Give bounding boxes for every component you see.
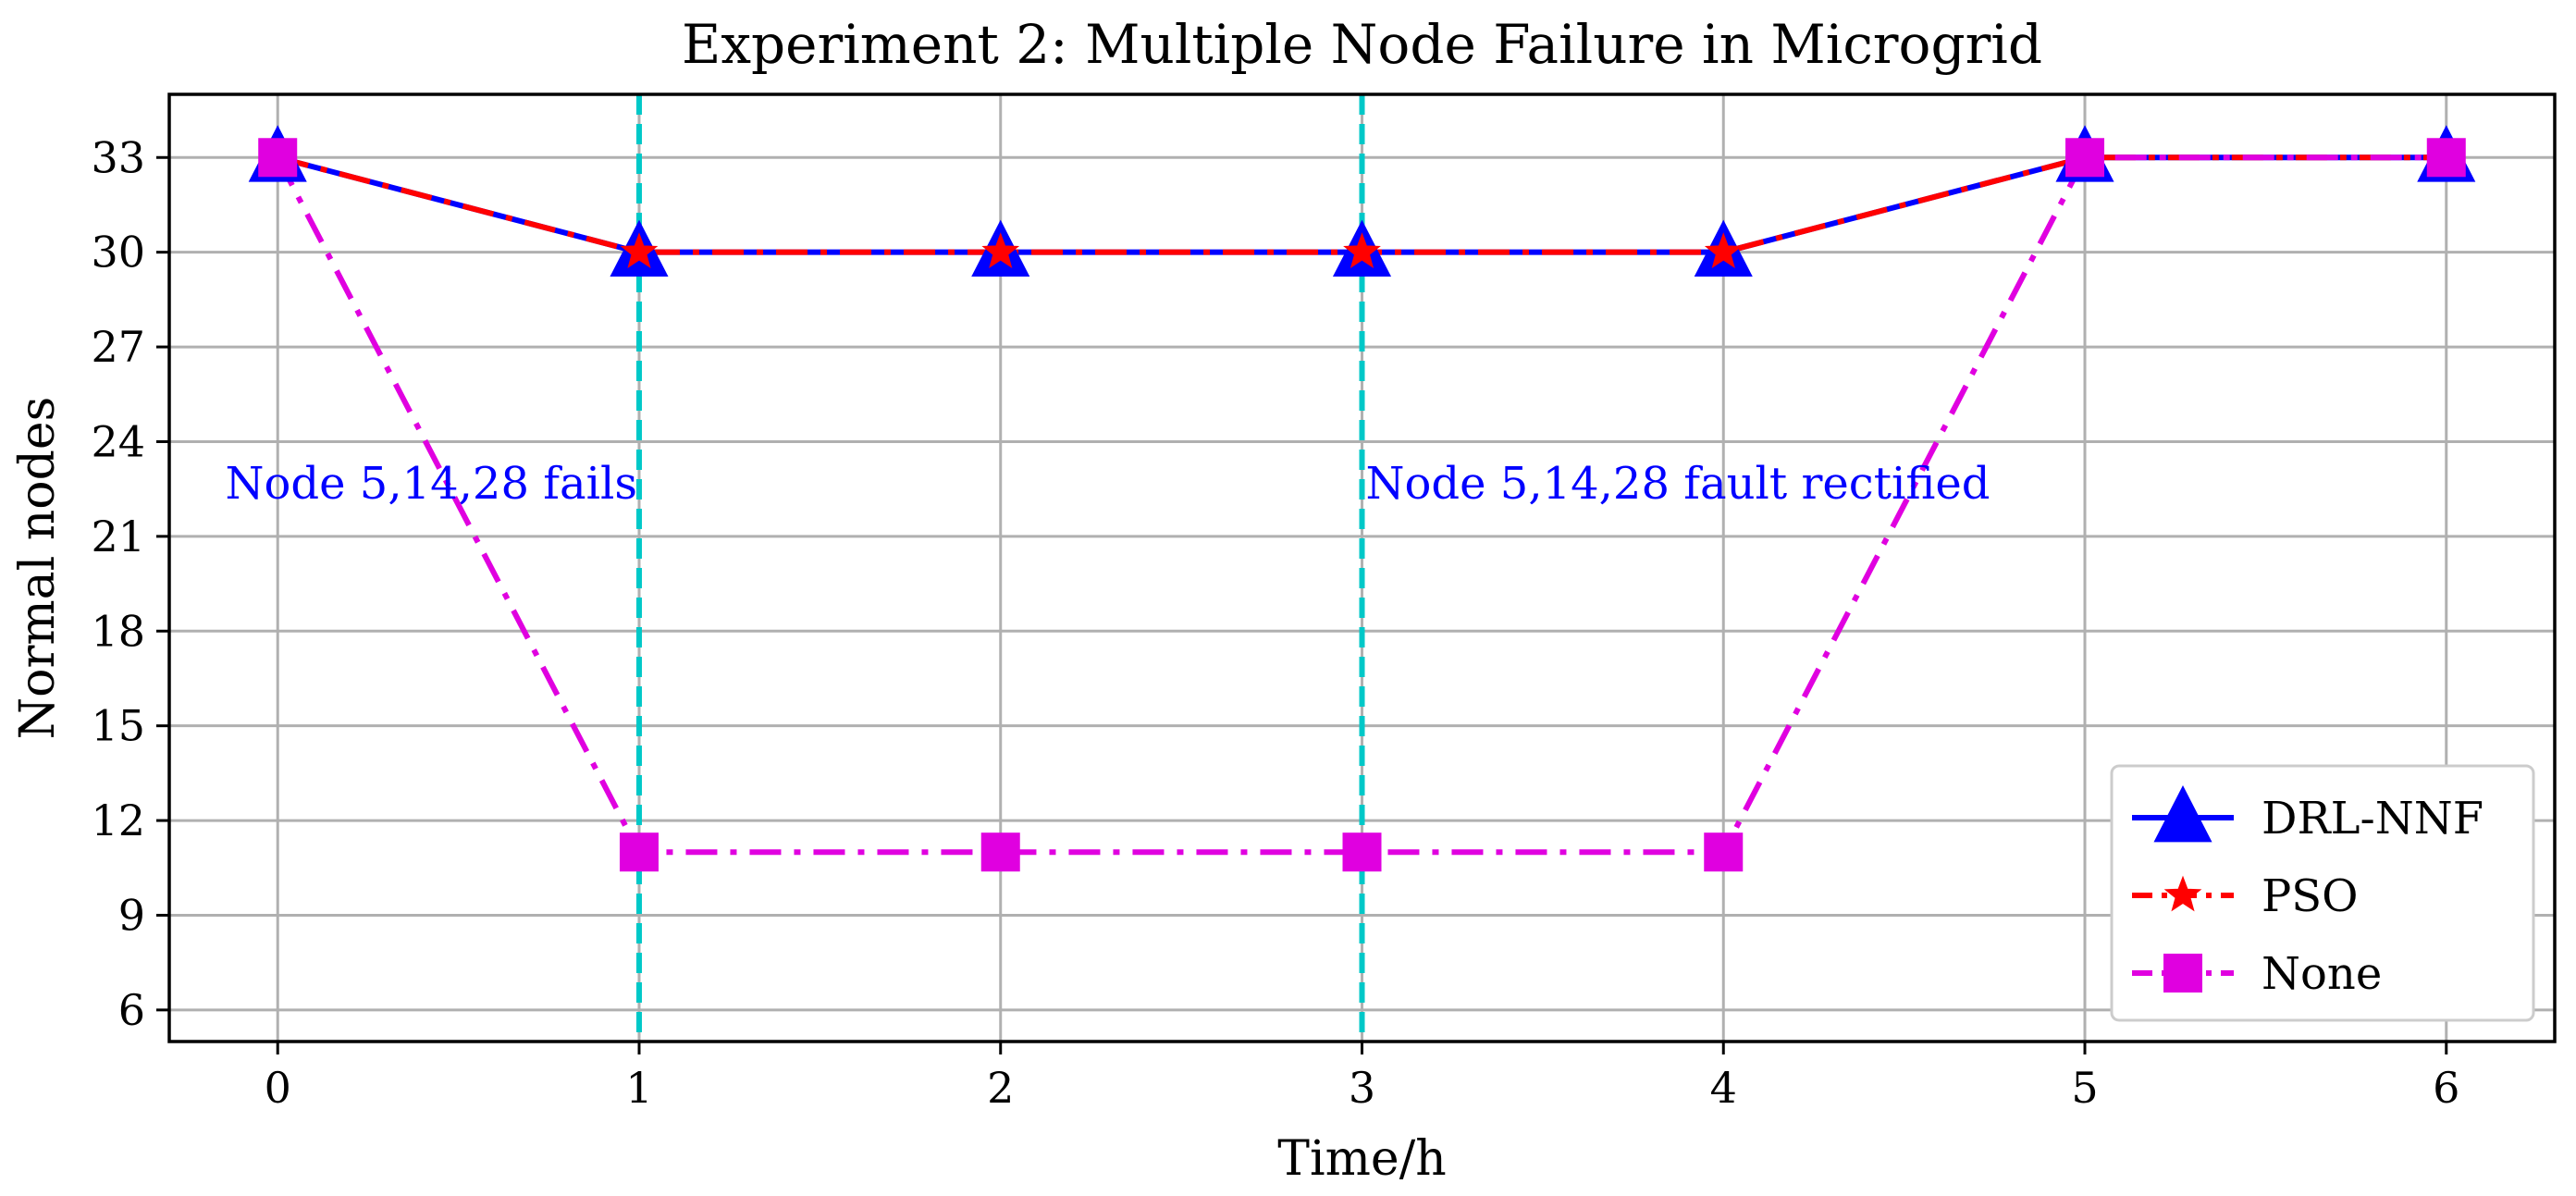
legend-label: DRL-NNF [2262, 793, 2484, 845]
x-tick-label: 3 [1349, 1063, 1375, 1113]
annotations: Node 5,14,28 fails Node 5,14,28 fault rec… [226, 458, 1991, 510]
y-tick-label: 15 [91, 701, 145, 751]
data-point-pso [1343, 232, 1381, 269]
legend: DRL-NNF PSO None [2110, 764, 2535, 1022]
x-tick-label: 5 [2071, 1063, 2098, 1113]
legend-box [2110, 764, 2535, 1022]
data-point-none [619, 832, 659, 872]
series-markers [248, 125, 2476, 872]
legend-marker-none [2163, 954, 2202, 993]
x-tick-label: 2 [987, 1063, 1014, 1113]
legend-label: None [2262, 948, 2382, 1000]
y-tick-label: 24 [91, 416, 145, 466]
data-point-none [2065, 138, 2105, 178]
y-axis-title: Normal nodes [10, 397, 66, 740]
chart-title: Experiment 2: Multiple Node Failure in M… [682, 13, 2042, 76]
y-tick-label: 9 [118, 890, 145, 940]
legend-marker-drl-nnf [2153, 785, 2212, 843]
data-point-none [1704, 832, 1744, 872]
y-tick-label: 12 [91, 795, 145, 845]
data-point-none [258, 138, 298, 178]
annotation-label: Node 5,14,28 fails [226, 458, 637, 510]
x-axis-title: Time/h [1277, 1131, 1446, 1187]
x-tick-label: 6 [2433, 1063, 2459, 1113]
x-tick-label: 0 [265, 1063, 291, 1113]
annotation-label: Node 5,14,28 fault rectified [1366, 458, 1991, 510]
legend-label: PSO [2262, 870, 2359, 922]
y-tick-label: 27 [91, 322, 145, 372]
data-point-pso [981, 232, 1020, 269]
data-point-pso [1704, 232, 1743, 269]
legend-marker-pso [2163, 875, 2202, 912]
y-tick-label: 30 [91, 228, 145, 277]
y-tick-label: 21 [91, 512, 145, 561]
data-point-none [1342, 832, 1382, 872]
data-point-none [980, 832, 1020, 872]
x-tick-label: 4 [1710, 1063, 1737, 1113]
data-point-none [2426, 138, 2466, 178]
x-tick-label: 1 [625, 1063, 652, 1113]
y-tick-label: 33 [91, 132, 145, 182]
y-tick-label: 6 [118, 985, 145, 1035]
data-point-pso [620, 232, 659, 269]
y-tick-label: 18 [91, 606, 145, 656]
